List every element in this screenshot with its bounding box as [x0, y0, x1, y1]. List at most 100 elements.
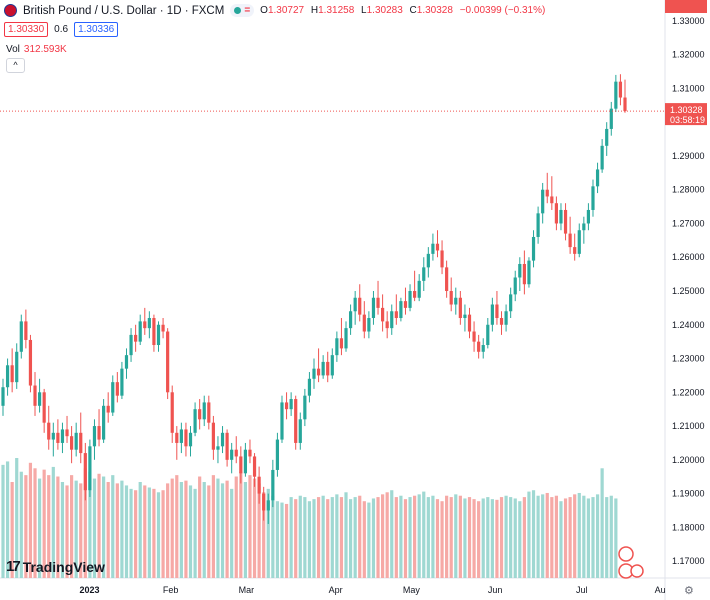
volume-bar — [559, 501, 563, 578]
candle-body — [312, 368, 316, 379]
candle-body — [353, 297, 357, 312]
candle-body — [33, 385, 37, 406]
time-tick-label: Jul — [576, 585, 588, 595]
candle-body — [467, 314, 472, 332]
candle-body — [618, 81, 623, 98]
candle-body — [614, 81, 618, 109]
volume-bar — [74, 480, 78, 578]
volume-bar — [298, 495, 302, 578]
candle-body — [339, 338, 344, 349]
candle-body — [431, 243, 435, 254]
volume-bar — [545, 492, 549, 578]
candle-body — [554, 203, 558, 224]
volume-bar — [582, 495, 586, 578]
candle-body — [330, 355, 334, 376]
volume-bar — [193, 488, 197, 578]
tradingview-logo[interactable]: 17 TradingView — [6, 558, 105, 575]
volume-bar — [381, 494, 385, 578]
volume-bar — [42, 469, 46, 578]
candle-body — [344, 328, 348, 349]
volume-bar — [175, 475, 179, 578]
candle-body — [577, 230, 581, 254]
logo-text: TradingView — [22, 558, 105, 575]
candle-body — [257, 476, 261, 494]
symbol-title[interactable]: British Pound / U.S. Dollar · 1D · FXCM — [23, 4, 225, 17]
collapse-legend-button[interactable]: ^ — [6, 58, 25, 73]
volume-bar — [284, 503, 289, 578]
candle-body — [495, 304, 499, 319]
volume-bar — [166, 483, 170, 578]
volume-bar — [454, 494, 458, 578]
candle-body — [573, 247, 577, 254]
candle-body — [454, 297, 458, 305]
candle-body — [605, 128, 609, 146]
volume-bar — [605, 497, 609, 578]
candle-body — [582, 223, 586, 231]
volume-bar — [152, 488, 156, 578]
candle-body — [413, 291, 417, 298]
volume-bar — [234, 476, 238, 578]
low-label: L — [361, 5, 367, 16]
volume-bar — [65, 485, 69, 578]
volume-bar — [294, 499, 298, 578]
volume-bar — [573, 494, 577, 578]
volume-bar — [531, 490, 536, 578]
volume-bar — [239, 471, 243, 578]
volume-bar — [115, 483, 119, 578]
volume-bar — [15, 458, 19, 578]
candle-body — [499, 318, 504, 325]
candle-body — [321, 361, 325, 376]
volume-bar — [248, 475, 252, 578]
equals-icon: = — [244, 5, 251, 16]
volume-value-tag-text: 312.593K — [669, 0, 708, 2]
candle-body — [358, 297, 362, 315]
candle-body — [426, 253, 430, 268]
volume-bar — [362, 501, 366, 578]
volume-bar — [266, 488, 270, 578]
candle-body — [47, 422, 51, 440]
candle-body — [481, 345, 485, 352]
volume-bar — [449, 497, 453, 578]
volume-bar — [554, 495, 558, 578]
candle-body — [202, 402, 206, 420]
candle-body — [376, 297, 380, 308]
volume-bar — [348, 499, 353, 578]
candle-body — [623, 97, 627, 112]
buy-button[interactable]: 1.30336 — [74, 22, 119, 37]
trade-buttons: 1.30330 0.6 1.30336 — [4, 22, 119, 37]
candle-body — [559, 209, 563, 224]
candle-body — [243, 449, 247, 474]
price-tick-label: 1.20000 — [672, 455, 705, 465]
candle-body — [399, 301, 403, 319]
sell-button[interactable]: 1.30330 — [4, 22, 49, 37]
candle-body — [367, 318, 371, 332]
volume-bar — [614, 498, 618, 578]
volume-bar — [225, 480, 229, 578]
volume-bar — [289, 497, 293, 578]
volume-bar — [92, 478, 97, 578]
us-event-flag-icon — [630, 564, 644, 578]
volume-bar — [499, 497, 504, 578]
candle-body — [307, 378, 312, 396]
volume-bar — [5, 461, 10, 578]
volume-bar — [591, 497, 595, 578]
candle-body — [88, 446, 92, 491]
candle-body — [175, 432, 179, 443]
volume-bar — [312, 499, 316, 578]
candle-body — [275, 439, 280, 470]
market-status-pill[interactable]: = — [230, 4, 255, 17]
candle-body — [348, 311, 353, 329]
candle-body — [527, 260, 531, 285]
volume-bar — [275, 501, 280, 578]
volume-bar — [417, 494, 421, 578]
candle-body — [120, 368, 124, 396]
volume-bar — [550, 497, 554, 578]
candle-body — [550, 196, 554, 204]
volume-bar — [184, 480, 188, 578]
candle-body — [166, 331, 170, 393]
candle-body — [92, 426, 97, 447]
chart-settings-gear-icon[interactable]: ⚙ — [684, 585, 694, 597]
volume-bar — [19, 471, 23, 578]
candle-body — [390, 311, 394, 329]
